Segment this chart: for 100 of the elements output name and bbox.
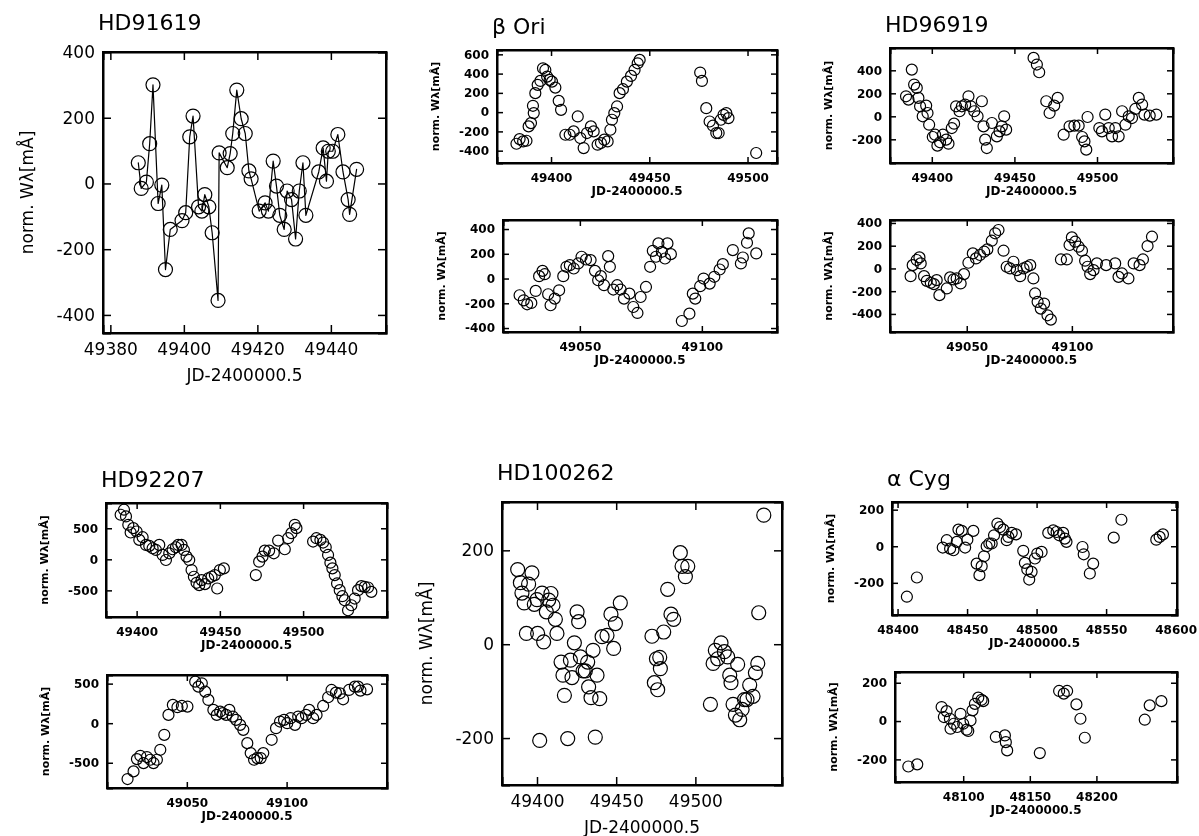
x-tick-label: 49050 xyxy=(946,339,989,354)
point xyxy=(185,108,201,124)
y-tick-label: 0 xyxy=(875,539,884,554)
point xyxy=(1057,687,1070,700)
point xyxy=(947,717,960,730)
point xyxy=(340,191,356,208)
point xyxy=(1077,548,1090,561)
point xyxy=(1156,528,1170,541)
point xyxy=(1138,713,1151,726)
point xyxy=(138,174,154,190)
point xyxy=(534,74,547,88)
point xyxy=(219,160,235,176)
x-axis-title: JD-2400000.5 xyxy=(985,184,1077,198)
x-tick-label: 49500 xyxy=(282,624,325,639)
point xyxy=(243,171,259,187)
point xyxy=(607,283,620,296)
point xyxy=(902,760,915,773)
x-tick-label: 49440 xyxy=(304,339,359,360)
x-tick-label: 49450 xyxy=(994,170,1036,185)
point xyxy=(973,569,986,582)
point xyxy=(211,145,227,161)
point xyxy=(538,268,551,281)
point xyxy=(616,83,630,96)
point xyxy=(531,78,544,91)
point xyxy=(1061,684,1074,698)
y-tick-label: 400 xyxy=(62,41,95,62)
point xyxy=(584,254,597,267)
point xyxy=(639,280,653,294)
point xyxy=(567,125,580,138)
x-axis-title: JD-2400000.5 xyxy=(200,638,292,652)
y-tick-label: -200 xyxy=(56,239,95,260)
x-tick-label: 49100 xyxy=(1051,339,1094,354)
point xyxy=(549,81,562,94)
point xyxy=(959,541,972,554)
x-tick-label: 48450 xyxy=(946,622,989,637)
point xyxy=(291,183,307,199)
point xyxy=(130,155,146,171)
point xyxy=(964,714,977,727)
point xyxy=(542,288,555,301)
point xyxy=(584,120,598,133)
point xyxy=(268,178,285,194)
point xyxy=(257,195,273,211)
y-tick-label: -400 xyxy=(56,304,95,325)
point xyxy=(943,712,956,725)
point xyxy=(694,280,707,293)
x-tick-label: 49100 xyxy=(681,339,724,354)
point xyxy=(634,290,647,304)
point xyxy=(567,262,580,275)
point xyxy=(610,100,624,113)
y-tick-label: -500 xyxy=(67,583,98,598)
point xyxy=(178,205,194,221)
point xyxy=(233,111,249,127)
x-axis-title: JD-2400000.5 xyxy=(985,353,1077,367)
point xyxy=(526,99,540,112)
point xyxy=(1001,744,1014,757)
point xyxy=(614,283,627,296)
point xyxy=(664,248,677,261)
point xyxy=(553,284,566,297)
y-tick-label: 0 xyxy=(873,261,882,276)
point xyxy=(251,203,267,219)
point xyxy=(624,69,638,83)
y-tick-label: -200 xyxy=(455,728,494,749)
point xyxy=(998,729,1011,742)
x-tick-label: 49380 xyxy=(83,339,138,360)
point xyxy=(1035,545,1048,559)
point xyxy=(714,113,727,126)
point xyxy=(900,590,913,603)
point xyxy=(620,75,633,88)
point xyxy=(241,163,257,179)
point xyxy=(325,143,341,159)
point xyxy=(989,730,1002,744)
point xyxy=(1025,565,1038,578)
chart-title: HD92207 xyxy=(101,467,205,492)
point xyxy=(1005,526,1018,539)
point xyxy=(613,87,626,100)
point xyxy=(592,274,605,287)
point xyxy=(967,524,980,537)
point xyxy=(510,137,523,150)
point xyxy=(575,250,588,263)
y-tick-label: -200 xyxy=(458,124,489,139)
x-tick-label: 49450 xyxy=(589,791,644,812)
point xyxy=(703,115,716,128)
x-tick-label: 48400 xyxy=(877,622,919,637)
point xyxy=(1009,528,1023,541)
chart-title: HD96919 xyxy=(885,12,989,37)
point xyxy=(287,231,304,247)
point xyxy=(951,720,964,734)
point xyxy=(686,287,699,300)
point xyxy=(937,710,950,724)
point xyxy=(591,138,604,151)
y-tick-label: 500 xyxy=(72,521,98,536)
point xyxy=(1155,695,1168,708)
point xyxy=(633,53,646,67)
point xyxy=(1000,534,1013,547)
point xyxy=(603,260,616,273)
y-tick-label: 0 xyxy=(486,271,495,286)
point xyxy=(617,292,631,305)
point xyxy=(675,314,688,328)
point xyxy=(1143,699,1156,712)
point xyxy=(703,277,716,290)
